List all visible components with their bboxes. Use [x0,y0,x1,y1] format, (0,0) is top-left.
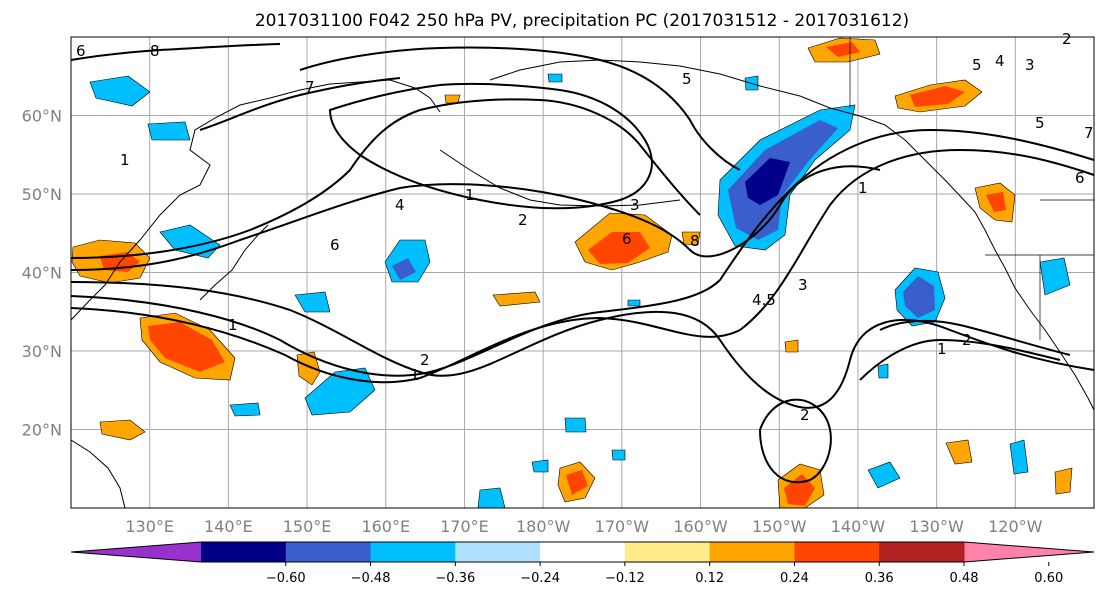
contour-label: 5 [682,70,692,88]
colorbar-swatch [709,542,795,562]
coast-north-america [984,229,1095,411]
colorbar-swatch [794,542,880,562]
lon-tick-label: 180°W [516,517,571,536]
contour-label: 1 [858,179,868,197]
colorbar-swatch [370,542,456,562]
contour-label: 7 [305,78,315,96]
contour-label: 8 [690,232,700,250]
pv-contour-6 [299,46,741,171]
lat-tick-label: 30°N [22,342,62,361]
contour-label: 3 [1025,56,1035,74]
colorbar-outline [70,541,1095,563]
contour-label: 1 [937,340,947,358]
pv-contour-1 [70,165,881,271]
lon-tick-label: 170°E [440,517,489,536]
colorbar-swatch [540,542,626,562]
colorbar-tick-label: −0.48 [351,571,391,586]
contour-label: 1 [120,151,130,169]
anomaly-west-pacific-small [296,351,321,386]
colorbar-tick-label: −0.12 [605,571,645,586]
contour-label: 3 [798,276,808,294]
contour-label: 2 [1062,30,1072,48]
anomaly-180-south [492,291,541,307]
colorbar-tick-label: −0.24 [520,571,560,586]
contour-label: 2 [420,351,430,369]
colorbar-tick-label: −0.36 [435,571,475,586]
map-panel: 8 7 1 2 4 6 1 2 3 6 8 1 3 4.5 5 6 7 1 2 … [70,30,1095,509]
lon-tick-label: 140°E [204,517,253,536]
contour-label: 2 [962,331,972,349]
contour-label: 4 [395,196,405,214]
colorbar-swatch [285,542,372,562]
pv-contours [70,43,1095,483]
contour-label: 2 [800,406,810,424]
lon-tick-label: 140°W [831,517,886,536]
contour-label: 1 [228,316,238,334]
lat-tick-label: 40°N [22,264,62,283]
pv-contour-labels: 8 7 1 2 4 6 1 2 3 6 8 1 3 4.5 5 6 7 1 2 … [76,30,1094,424]
lon-tick-label: 170°W [595,517,650,536]
lat-tick-label: 50°N [22,185,62,204]
pv-contour-4 [70,148,1095,384]
colorbar-swatch [879,542,965,562]
boundaries [849,37,1094,340]
contour-label: 4.5 [752,291,776,309]
negative-anomalies [89,73,1071,509]
pv-contour-10 [758,398,832,483]
map-title: 2017031100 F042 250 hPa PV, precipitatio… [255,11,909,31]
pv-contour-3 [70,128,1095,377]
lon-tick-label: 160°W [673,517,728,536]
colorbar-tick-label: 0.36 [865,571,894,586]
colorbar-swatch [201,542,287,562]
colorbar-tick-label: 0.12 [695,571,724,586]
pv-contour-2 [70,281,1095,409]
pv-contour-11 [859,338,1061,381]
colorbar-tick-label: −0.60 [266,571,306,586]
contour-label: 1 [410,366,420,384]
latitude-tick-labels: 20°N 30°N 40°N 50°N 60°N [22,107,62,440]
contour-label: 5 [1035,114,1045,132]
contour-label: 4 [995,52,1005,70]
contour-label: 2 [518,211,528,229]
colorbar-tick-label: 0.48 [950,571,979,586]
lon-tick-label: 120°W [988,517,1043,536]
pv-contour-7 [199,77,401,131]
coast-indochina [70,439,126,509]
pv-contour-8 [70,43,281,61]
contour-label: 7 [1084,124,1094,142]
colorbar-swatch [624,542,711,562]
colorbar-extend-low [71,542,201,562]
map-frame [70,36,1095,509]
lat-tick-label: 20°N [22,421,62,440]
longitude-tick-labels: 130°E 140°E 150°E 160°E 170°E 180°W 170°W 160°W… [125,517,1042,536]
lat-tick-label: 60°N [22,107,62,126]
contour-label: 6 [622,230,632,248]
colorbar-tick-label: 0.24 [780,571,809,586]
colorbar-tick-label: 0.60 [1034,571,1063,586]
lon-tick-label: 130°E [125,517,174,536]
lon-tick-label: 150°W [752,517,807,536]
contour-label: 6 [1075,169,1085,187]
contour-label: 5 [972,56,982,74]
colorbar-swatch [455,542,541,562]
lon-tick-label: 130°W [909,517,964,536]
pv-contour-5 [70,98,701,259]
lon-tick-label: 160°E [361,517,410,536]
colorbar-extend-high [964,542,1094,562]
contour-label: 1 [465,186,475,204]
contour-label: 6 [330,236,340,254]
coast-alaska [489,59,986,231]
colorbar: −0.60 −0.48 −0.36 −0.24 −0.12 0.12 0.24 0.36 0.4… [70,541,1095,586]
pv-contour-9 [328,82,653,210]
contour-label: 3 [630,196,640,214]
coast-aleutians [439,149,681,207]
lon-tick-label: 150°E [283,517,332,536]
contour-label: 8 [150,42,160,60]
pv-contour-12 [879,319,1071,356]
contour-label: 6 [76,42,86,60]
